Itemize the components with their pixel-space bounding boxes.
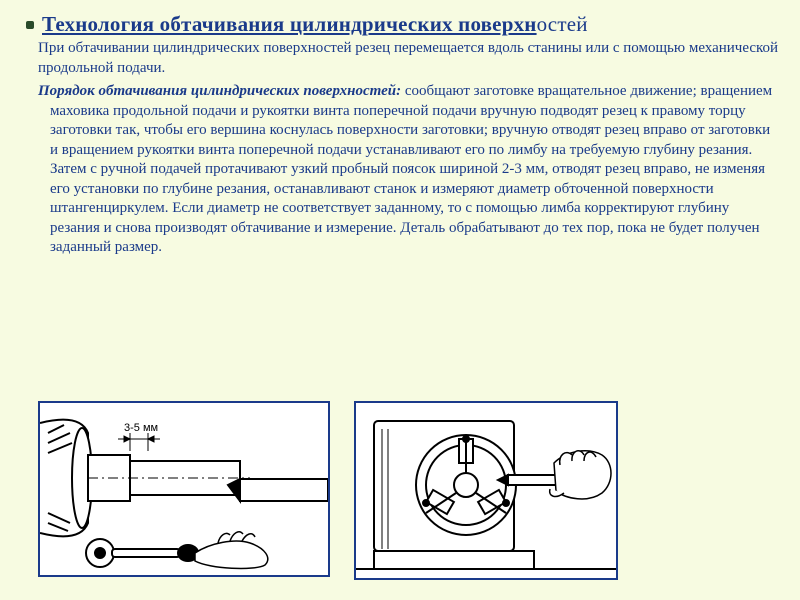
intro-paragraph: При обтачивании цилиндрических поверхнос… [38, 39, 780, 78]
bullet-icon [26, 21, 34, 29]
figure-1: 3-5 мм [38, 401, 330, 577]
slide-title: Технология обтачивания цилиндрических по… [42, 12, 588, 37]
figure-2 [354, 401, 618, 580]
body-paragraph: Порядок обтачивания цилиндрических повер… [38, 82, 780, 258]
figures-row: 3-5 мм [38, 401, 618, 580]
slide: Технология обтачивания цилиндрических по… [0, 0, 800, 600]
figure-2-svg [356, 403, 616, 578]
title-row: Технология обтачивания цилиндрических по… [20, 12, 780, 37]
body-text: сообщают заготовке вращательное движение… [50, 83, 772, 255]
fig1-dimension-label: 3-5 мм [124, 422, 158, 434]
figure-1-svg: 3-5 мм [40, 403, 328, 575]
title-underlined-part: Технология обтачивания цилиндрических по… [42, 12, 537, 36]
title-plain-part: остей [537, 12, 588, 36]
body-lead: Порядок обтачивания цилиндрических повер… [38, 83, 401, 99]
